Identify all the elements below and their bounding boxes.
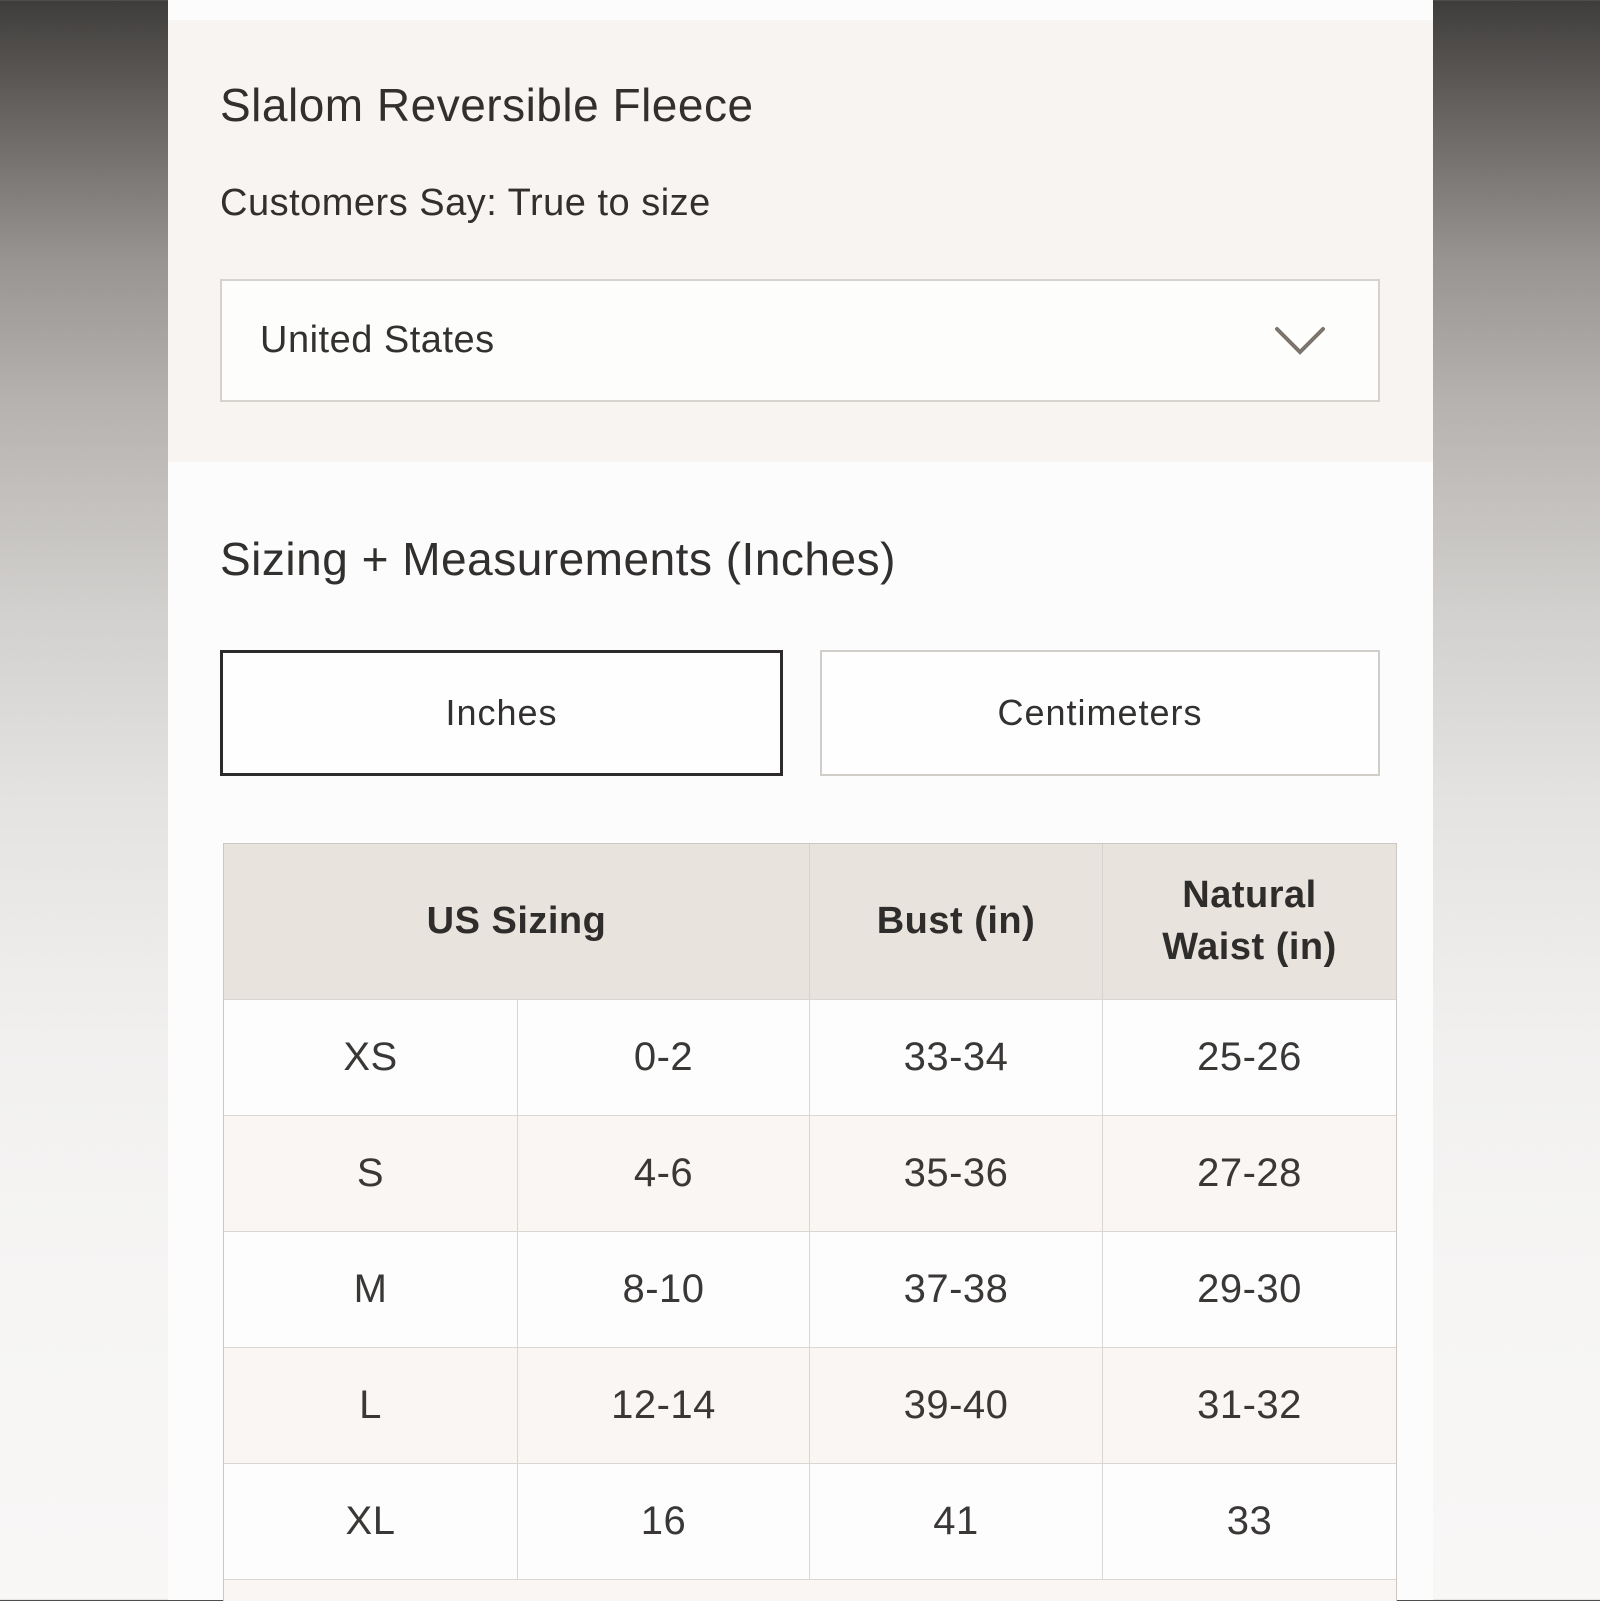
cell-size: M: [353, 1267, 388, 1311]
cell-bust: 37-38: [809, 1232, 1102, 1347]
chevron-down-icon: [1275, 326, 1325, 355]
product-title: Slalom Reversible Fleece: [220, 79, 754, 131]
header-us-sizing: US Sizing: [426, 899, 607, 942]
table-row: M 8-10 37-38 29-30: [224, 1231, 1396, 1347]
cell-us: 8-10: [517, 1232, 809, 1347]
cell-size: XL: [345, 1499, 396, 1543]
inches-toggle-button[interactable]: Inches: [220, 650, 783, 776]
table-row: XL 16 41 33: [224, 1463, 1396, 1579]
fit-feedback-text: Customers Say: True to size: [220, 182, 711, 224]
header-bust: Bust (in): [809, 844, 1102, 999]
size-guide-panel: Slalom Reversible Fleece Customers Say: …: [168, 0, 1433, 1601]
cell-bust: 33-34: [809, 1000, 1102, 1115]
table-row-partial: [224, 1579, 1396, 1601]
cell-bust: 41: [809, 1464, 1102, 1579]
cell-size: S: [356, 1151, 385, 1195]
cell-us: 0-2: [517, 1000, 809, 1115]
cell-size: XS: [343, 1035, 398, 1079]
table-row: XS 0-2 33-34 25-26: [224, 999, 1396, 1115]
cell-waist: 27-28: [1102, 1116, 1396, 1231]
size-chart-table: US Sizing Bust (in) Natural Waist (in) X…: [223, 843, 1397, 1601]
country-select-value: United States: [260, 319, 495, 361]
header-natural-waist: Natural Waist (in): [1102, 844, 1396, 999]
cell-waist: 33: [1102, 1464, 1396, 1579]
cell-waist: 25-26: [1102, 1000, 1396, 1115]
cell-us: 16: [517, 1464, 809, 1579]
cell-us: 12-14: [517, 1348, 809, 1463]
cell-bust: 35-36: [809, 1116, 1102, 1231]
sizing-section-heading: Sizing + Measurements (Inches): [220, 533, 896, 585]
centimeters-toggle-button[interactable]: Centimeters: [820, 650, 1380, 776]
cell-size: L: [359, 1383, 382, 1427]
cell-waist: 29-30: [1102, 1232, 1396, 1347]
unit-toggle-group: Inches Centimeters: [168, 650, 1433, 776]
table-row: L 12-14 39-40 31-32: [224, 1347, 1396, 1463]
table-row: S 4-6 35-36 27-28: [224, 1115, 1396, 1231]
table-header-row: US Sizing Bust (in) Natural Waist (in): [224, 844, 1396, 999]
cell-us: 4-6: [517, 1116, 809, 1231]
country-select[interactable]: United States: [220, 279, 1380, 402]
product-summary-section: Slalom Reversible Fleece Customers Say: …: [168, 20, 1433, 462]
cell-bust: 39-40: [809, 1348, 1102, 1463]
cell-waist: 31-32: [1102, 1348, 1396, 1463]
